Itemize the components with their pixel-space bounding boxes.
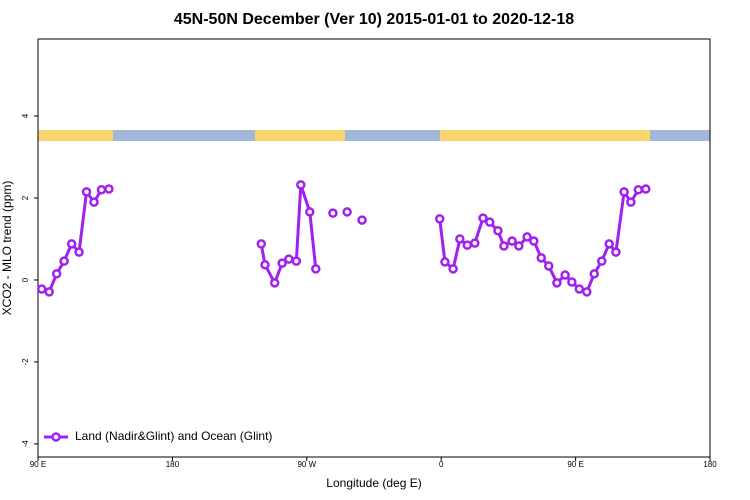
land-ocean-strip <box>38 130 710 141</box>
x-tick-label: 90 E <box>567 460 583 469</box>
point <box>440 257 450 267</box>
point <box>470 238 480 248</box>
y-tick-label: -4 <box>21 440 30 448</box>
point <box>104 184 114 194</box>
point <box>291 256 302 266</box>
point <box>462 240 473 250</box>
y-axis-label: XCO2 - MLO trend (ppm) <box>0 181 14 316</box>
x-axis-label: Longitude (deg E) <box>326 476 421 490</box>
point <box>74 247 84 257</box>
point <box>514 241 524 251</box>
point <box>342 207 352 217</box>
point <box>455 234 465 244</box>
point <box>478 213 488 223</box>
point <box>543 261 554 271</box>
point <box>641 184 651 194</box>
point <box>434 214 445 224</box>
point <box>277 258 287 268</box>
point <box>596 256 607 266</box>
series-line <box>259 184 318 287</box>
point <box>260 260 270 270</box>
legend-marker <box>51 432 61 442</box>
point <box>269 278 280 288</box>
point <box>284 254 294 264</box>
series-line <box>41 187 110 294</box>
x-tick-label: 90 E <box>30 460 46 469</box>
legend-label: Land (Nadir&Glint) and Ocean (Glint) <box>75 429 272 443</box>
point <box>51 269 62 279</box>
point <box>499 241 509 251</box>
point <box>256 239 267 249</box>
point <box>507 236 517 246</box>
point <box>81 187 92 197</box>
point <box>589 269 600 279</box>
series-line <box>438 187 646 294</box>
point <box>522 232 532 242</box>
x-tick-label: 180 <box>703 460 717 469</box>
point <box>59 256 69 266</box>
point <box>619 187 629 197</box>
point <box>567 277 577 287</box>
point <box>357 215 367 225</box>
x-tick-label: 90 W <box>297 460 316 469</box>
point <box>536 253 547 263</box>
point <box>582 287 592 297</box>
y-tick-label: 2 <box>21 195 30 200</box>
point <box>66 239 77 249</box>
x-tick-label: 0 <box>439 460 444 469</box>
point <box>574 284 585 294</box>
y-tick-label: 0 <box>21 277 30 282</box>
chart-title: 45N-50N December (Ver 10) 2015-01-01 to … <box>174 11 574 28</box>
point <box>328 208 338 218</box>
point <box>552 278 562 288</box>
point <box>529 236 539 246</box>
point <box>36 284 47 294</box>
point <box>484 217 495 227</box>
y-tick-label: -2 <box>21 358 30 366</box>
plot-frame <box>37 38 711 458</box>
point <box>89 197 99 207</box>
point <box>311 264 321 274</box>
point <box>611 247 621 257</box>
x-tick-label: 180 <box>166 460 180 469</box>
point <box>44 287 54 297</box>
point <box>448 264 458 274</box>
point <box>296 180 306 190</box>
point <box>626 197 636 207</box>
y-tick-label: 4 <box>21 113 30 118</box>
point <box>633 185 644 195</box>
point <box>96 185 107 195</box>
point <box>560 270 570 280</box>
point <box>604 239 614 249</box>
point <box>493 226 503 236</box>
point <box>305 207 315 217</box>
